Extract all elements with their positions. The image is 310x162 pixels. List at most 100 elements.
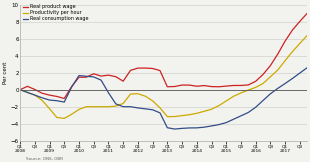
Productivity per hour — [291, 51, 294, 52]
Real product wage — [55, 95, 59, 97]
Productivity per hour — [33, 94, 37, 96]
Real consumption wage — [254, 106, 258, 108]
Real consumption wage — [239, 115, 243, 117]
Real consumption wage — [99, 79, 103, 81]
Real product wage — [85, 76, 88, 78]
Real product wage — [144, 67, 147, 69]
Productivity per hour — [70, 113, 73, 115]
Productivity per hour — [276, 69, 280, 71]
Productivity per hour — [114, 105, 118, 107]
Real product wage — [114, 76, 118, 78]
Productivity per hour — [173, 116, 177, 118]
Productivity per hour — [77, 108, 81, 110]
Productivity per hour — [62, 117, 66, 119]
Real product wage — [239, 85, 243, 87]
Productivity per hour — [121, 103, 125, 104]
Real consumption wage — [291, 77, 294, 79]
Real product wage — [18, 89, 22, 91]
Productivity per hour — [107, 106, 110, 108]
Real product wage — [62, 98, 66, 99]
Real consumption wage — [62, 101, 66, 103]
Real product wage — [151, 68, 154, 69]
Legend: Real product wage, Productivity per hour, Real consumption wage: Real product wage, Productivity per hour… — [23, 5, 88, 21]
Real product wage — [217, 86, 221, 88]
Real product wage — [158, 70, 162, 72]
Real consumption wage — [144, 108, 147, 110]
Productivity per hour — [85, 106, 88, 108]
Real product wage — [261, 73, 265, 75]
Real product wage — [40, 92, 44, 94]
Real product wage — [291, 29, 294, 31]
Productivity per hour — [246, 89, 250, 91]
Productivity per hour — [283, 60, 287, 62]
Real consumption wage — [166, 127, 169, 129]
Real consumption wage — [129, 106, 132, 108]
Real consumption wage — [48, 99, 51, 101]
Real consumption wage — [246, 111, 250, 113]
Real consumption wage — [25, 91, 29, 93]
Text: Source: ONS, OBR: Source: ONS, OBR — [26, 157, 64, 161]
Real consumption wage — [136, 107, 140, 109]
Real product wage — [276, 53, 280, 55]
Productivity per hour — [18, 89, 22, 91]
Productivity per hour — [55, 116, 59, 118]
Productivity per hour — [99, 106, 103, 108]
Real consumption wage — [70, 86, 73, 88]
Productivity per hour — [92, 106, 95, 108]
Productivity per hour — [151, 100, 154, 102]
Real product wage — [121, 80, 125, 82]
Productivity per hour — [144, 95, 147, 97]
Productivity per hour — [25, 91, 29, 93]
Real consumption wage — [268, 93, 272, 95]
Real consumption wage — [40, 97, 44, 99]
Productivity per hour — [239, 92, 243, 94]
Real consumption wage — [188, 127, 191, 129]
Productivity per hour — [268, 76, 272, 78]
Real product wage — [70, 86, 73, 88]
Real consumption wage — [107, 92, 110, 94]
Real consumption wage — [77, 75, 81, 77]
Real product wage — [107, 74, 110, 76]
Real consumption wage — [276, 87, 280, 89]
Line: Real product wage: Real product wage — [20, 13, 307, 98]
Real consumption wage — [261, 99, 265, 101]
Real consumption wage — [232, 118, 236, 120]
Productivity per hour — [188, 114, 191, 116]
Real consumption wage — [85, 75, 88, 77]
Productivity per hour — [210, 108, 213, 110]
Real product wage — [254, 80, 258, 82]
Real consumption wage — [195, 127, 199, 129]
Productivity per hour — [40, 99, 44, 101]
Productivity per hour — [254, 86, 258, 88]
Line: Real consumption wage: Real consumption wage — [20, 68, 307, 129]
Productivity per hour — [166, 116, 169, 118]
Real consumption wage — [283, 82, 287, 84]
Real consumption wage — [298, 72, 302, 74]
Real consumption wage — [173, 128, 177, 130]
Productivity per hour — [232, 95, 236, 97]
Real product wage — [25, 85, 29, 87]
Y-axis label: Per cent: Per cent — [3, 62, 8, 84]
Real consumption wage — [305, 67, 309, 69]
Real product wage — [188, 84, 191, 86]
Real consumption wage — [158, 112, 162, 114]
Line: Productivity per hour: Productivity per hour — [20, 35, 307, 118]
Real consumption wage — [55, 100, 59, 102]
Real product wage — [129, 69, 132, 71]
Real product wage — [202, 85, 206, 87]
Real product wage — [210, 86, 213, 88]
Real product wage — [99, 75, 103, 77]
Real product wage — [232, 85, 236, 87]
Real product wage — [224, 85, 228, 87]
Real product wage — [136, 67, 140, 69]
Productivity per hour — [261, 82, 265, 84]
Productivity per hour — [180, 115, 184, 117]
Real consumption wage — [33, 94, 37, 96]
Productivity per hour — [129, 93, 132, 95]
Real product wage — [283, 40, 287, 42]
Real product wage — [77, 76, 81, 78]
Real consumption wage — [217, 124, 221, 126]
Productivity per hour — [305, 34, 309, 36]
Productivity per hour — [195, 112, 199, 114]
Real product wage — [48, 94, 51, 96]
